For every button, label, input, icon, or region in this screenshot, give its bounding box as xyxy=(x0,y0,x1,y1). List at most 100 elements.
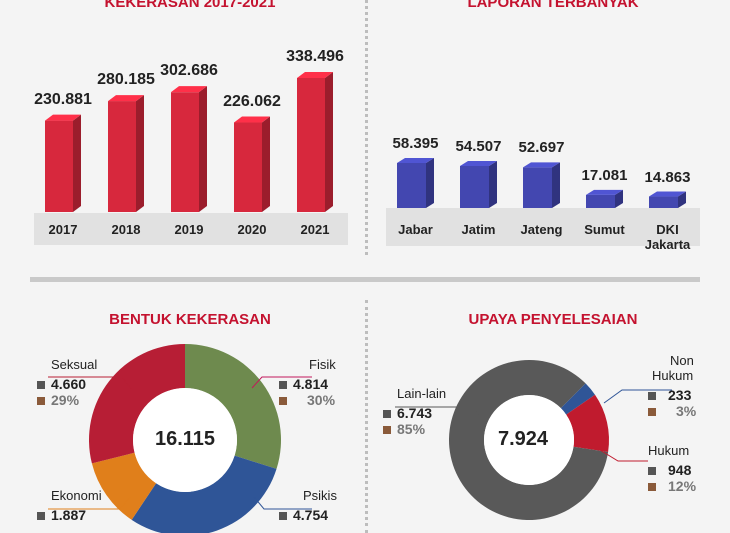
legend-percent-lain-lain: 85% xyxy=(397,421,426,437)
tick-label-2021: 2021 xyxy=(300,222,330,237)
legend-value-hukum: 948 xyxy=(668,462,692,478)
legend-label-lain-lain: Lain-lain xyxy=(397,386,447,401)
chart-title-bentuk: BENTUK KEKERASAN xyxy=(109,311,271,328)
tick-label-dki-jakarta-1: Jakarta xyxy=(644,237,691,252)
value-label-2017: 230.881 xyxy=(34,90,92,108)
horizontal-divider xyxy=(30,277,700,282)
bar-jabar xyxy=(397,158,434,208)
value-label-2020: 226.062 xyxy=(223,92,281,110)
legend-percent-seksual: 29% xyxy=(51,392,80,408)
leader-line-lain-lain xyxy=(395,406,481,416)
bar-jatim xyxy=(460,160,497,208)
percent-marker-icon xyxy=(648,483,656,492)
legend-value-fisik: 4.814 xyxy=(293,376,329,392)
donut-total-upaya: 7.924 xyxy=(497,428,549,450)
legend-seksual: Seksual 4.660 29% xyxy=(37,357,97,408)
bar-2020 xyxy=(234,116,270,212)
legend-value-psikis: 4.754 xyxy=(293,507,329,523)
legend-label-non-2: Hukum xyxy=(652,368,694,383)
value-marker-icon xyxy=(279,512,287,521)
tick-label-2017: 2017 xyxy=(48,222,78,237)
percent-marker-icon xyxy=(383,426,391,435)
bar-chart-laporan xyxy=(397,158,686,208)
chart-title-laporan: LAPORAN TERBANYAK xyxy=(467,0,639,11)
bar-2018 xyxy=(108,95,144,212)
vertical-divider-top xyxy=(365,0,368,255)
legend-value-lain-lain: 6.743 xyxy=(397,405,433,421)
bar-chart-kekerasan xyxy=(45,72,333,212)
tick-label-2018: 2018 xyxy=(111,222,141,237)
legend-value-non-hukum: 233 xyxy=(668,387,692,403)
category-band-years xyxy=(34,213,348,245)
donut-hole xyxy=(133,388,237,492)
slice-fisik xyxy=(185,344,281,469)
slice-ekonomi xyxy=(91,452,157,520)
legend-label-seksual: Seksual xyxy=(51,357,98,372)
leader-line-non-hukum xyxy=(603,389,672,404)
leader-line-ekonomi xyxy=(48,496,131,510)
chart-title-kekerasan: KEKERASAN 2017-2021 xyxy=(104,0,276,11)
bar-sumut xyxy=(586,189,623,208)
tick-label-jabar: Jabar xyxy=(398,222,433,237)
slice-psikis xyxy=(131,455,277,533)
legend-lain-lain: Lain-lain 6.743 85% xyxy=(383,386,446,437)
legend-label-hukum: Hukum xyxy=(648,443,690,458)
leader-line-fisik xyxy=(251,376,312,389)
slice-lain-lain xyxy=(449,360,609,521)
bar-jateng xyxy=(523,162,560,208)
category-band-regions xyxy=(386,208,700,246)
legend-label-fisik: Fisik xyxy=(309,357,336,372)
tick-label-jatim: Jatim xyxy=(461,222,496,237)
slice-non-hukum xyxy=(560,383,595,415)
percent-marker-icon xyxy=(279,397,287,406)
donut-chart-bentuk xyxy=(48,344,312,533)
value-label-jateng: 52.697 xyxy=(518,139,565,157)
value-label-dki-jakarta: 14.863 xyxy=(644,168,691,186)
legend-label-psikis: Psikis xyxy=(303,488,337,503)
value-label-2018: 280.185 xyxy=(97,71,155,89)
value-marker-icon xyxy=(383,410,391,419)
value-marker-icon xyxy=(37,381,45,390)
value-label-sumut: 17.081 xyxy=(581,166,628,184)
legend-non-hukum: Non Hukum 233 3% xyxy=(648,353,696,419)
value-marker-icon xyxy=(648,467,656,476)
leader-line-seksual xyxy=(48,376,133,391)
value-label-jatim: 54.507 xyxy=(455,137,502,155)
legend-fisik: Fisik 4.814 30% xyxy=(279,357,336,408)
tick-label-2019: 2019 xyxy=(174,222,204,237)
tick-label-dki-jakarta-0: DKI xyxy=(656,222,679,237)
bar-2019 xyxy=(171,86,207,212)
legend-percent-non-hukum: 3% xyxy=(676,403,697,419)
bar-2017 xyxy=(45,114,81,212)
value-label-2021: 338.496 xyxy=(286,48,344,65)
slice-seksual xyxy=(88,344,185,464)
donut-hole xyxy=(484,395,574,485)
legend-psikis: Psikis 4.754 xyxy=(279,488,337,523)
slice-hukum xyxy=(566,394,609,453)
leader-line-psikis xyxy=(253,496,312,510)
legend-value-ekonomi: 1.887 xyxy=(51,507,87,523)
legend-value-seksual: 4.660 xyxy=(51,376,87,392)
leader-line-hukum xyxy=(599,449,648,462)
value-marker-icon xyxy=(37,512,45,521)
value-label-2019: 302.686 xyxy=(160,62,218,80)
bar-dki-jakarta xyxy=(649,191,686,208)
value-marker-icon xyxy=(648,392,656,401)
vertical-divider-bottom xyxy=(365,300,368,533)
percent-marker-icon xyxy=(37,397,45,406)
legend-percent-hukum: 12% xyxy=(668,478,697,494)
tick-label-jateng: Jateng xyxy=(520,222,563,237)
donut-total-bentuk: 16.115 xyxy=(154,428,216,450)
percent-marker-icon xyxy=(648,408,656,417)
legend-label-non-1: Non xyxy=(670,353,694,368)
value-label-jabar: 58.395 xyxy=(392,135,439,152)
tick-label-2020: 2020 xyxy=(237,222,267,237)
value-marker-icon xyxy=(279,381,287,390)
legend-hukum: Hukum 948 12% xyxy=(648,443,696,494)
chart-title-upaya: UPAYA PENYELESAIAN xyxy=(468,311,638,328)
legend-percent-fisik: 30% xyxy=(307,392,336,408)
legend-label-ekonomi: Ekonomi xyxy=(51,488,102,503)
tick-label-sumut: Sumut xyxy=(584,222,625,237)
bar-2021 xyxy=(297,72,333,212)
